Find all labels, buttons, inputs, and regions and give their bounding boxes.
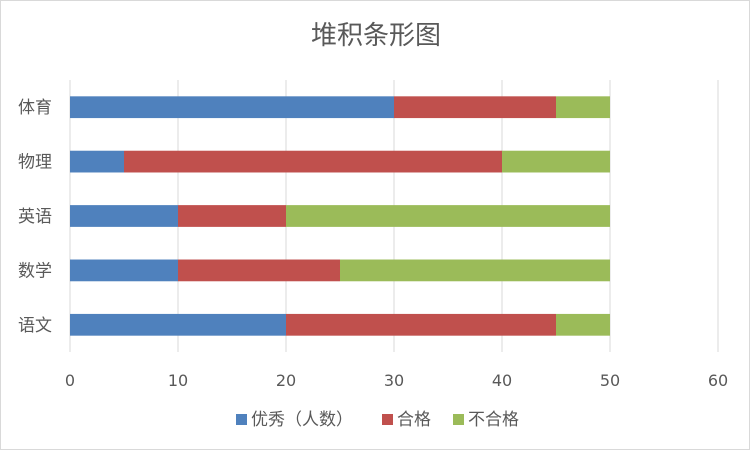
bar-语文-合格 — [286, 313, 556, 336]
legend: 优秀（人数） 合格 不合格 — [236, 410, 519, 430]
x-tick-label: 10 — [168, 371, 188, 390]
bar-英语-不合格 — [286, 205, 610, 227]
x-tick-label: 40 — [492, 371, 512, 390]
legend-swatch — [382, 414, 393, 425]
legend-label: 合格 — [397, 410, 431, 430]
bar-数学-合格 — [178, 259, 340, 282]
legend-label: 优秀（人数） — [251, 410, 353, 430]
x-tick-label: 20 — [276, 371, 296, 390]
bar-英语-优秀（人数） — [70, 205, 178, 227]
legend-swatch — [453, 414, 464, 425]
x-tick-label: 30 — [384, 371, 404, 390]
category-label: 数学 — [18, 261, 52, 281]
bar-语文-不合格 — [556, 313, 610, 336]
bar-体育-不合格 — [556, 96, 610, 119]
legend-label: 不合格 — [468, 410, 519, 430]
category-labels: 语文 数学 英语 物理 体育 — [18, 98, 52, 336]
bar-语文-优秀（人数） — [70, 313, 286, 336]
category-label: 物理 — [18, 153, 52, 173]
category-label: 语文 — [18, 316, 52, 336]
bar-物理-优秀（人数） — [70, 150, 124, 173]
category-label: 英语 — [18, 207, 52, 227]
bars — [70, 96, 610, 336]
chart-title: 堆积条形图 — [311, 21, 441, 51]
bar-体育-优秀（人数） — [70, 96, 394, 119]
legend-swatch — [236, 414, 247, 425]
x-tick-label: 60 — [708, 371, 728, 390]
bar-英语-合格 — [178, 205, 286, 227]
category-label: 体育 — [18, 98, 52, 118]
x-tick-label: 50 — [600, 371, 620, 390]
bar-体育-合格 — [394, 96, 556, 119]
x-tick-labels: 0 10 20 30 40 50 60 — [65, 371, 728, 390]
bar-数学-不合格 — [340, 259, 610, 282]
bar-物理-不合格 — [502, 150, 610, 173]
bar-物理-合格 — [124, 150, 502, 173]
bar-数学-优秀（人数） — [70, 259, 178, 282]
x-tick-label: 0 — [65, 371, 75, 390]
